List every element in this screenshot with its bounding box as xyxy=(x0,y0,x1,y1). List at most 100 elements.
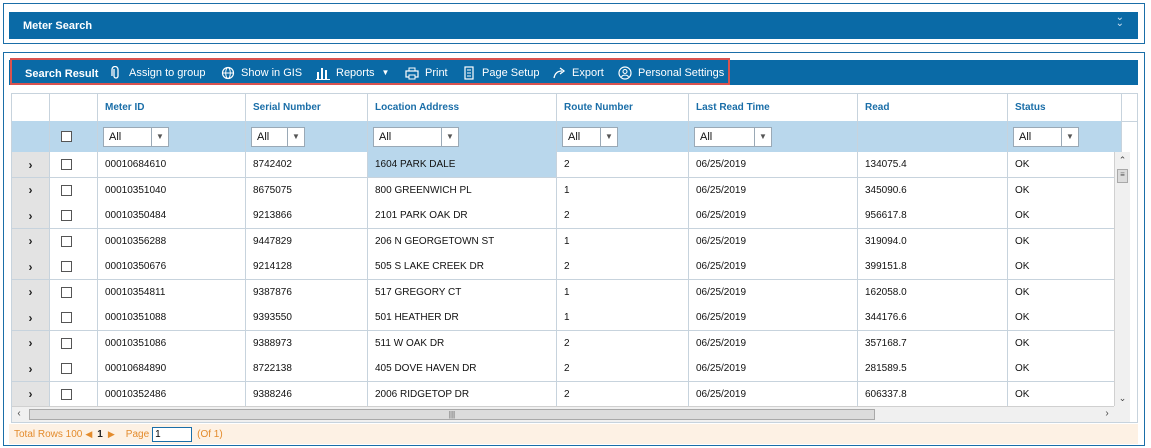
table-row[interactable]: › 00010350484 9213866 2101 PARK OAK DR 2 06/2… xyxy=(12,203,1116,229)
page-number-input[interactable] xyxy=(152,426,193,442)
assign-to-group-button[interactable]: Assign to group xyxy=(109,64,205,81)
row-checkbox[interactable] xyxy=(61,388,72,400)
page-label: Page xyxy=(125,428,150,440)
expand-row-icon[interactable]: › xyxy=(12,381,50,407)
expand-chevrons-icon[interactable]: ⌄ ⌄ xyxy=(1115,12,1124,29)
meter-id-cell[interactable]: 00010684610 xyxy=(98,152,246,177)
location-address-cell[interactable]: 2101 PARK OAK DR xyxy=(368,203,557,228)
table-row[interactable]: › 00010352486 9388246 2006 RIDGETOP DR 2 06/2… xyxy=(12,381,1116,408)
expand-row-icon[interactable]: › xyxy=(12,356,50,381)
location-address-cell[interactable]: 405 DOVE HAVEN DR xyxy=(368,356,557,381)
location-address-cell[interactable]: 2006 RIDGETOP DR xyxy=(368,381,557,407)
column-header-route-number[interactable]: Route Number xyxy=(557,94,689,121)
meter-id-cell[interactable]: 00010350676 xyxy=(98,254,246,279)
select-all-checkbox[interactable] xyxy=(61,131,72,142)
chevron-down-icon[interactable]: ▼ xyxy=(151,127,168,146)
location-address-cell[interactable]: 517 GREGORY CT xyxy=(368,279,557,305)
vertical-scroll-thumb[interactable]: ≡ xyxy=(1117,169,1128,183)
column-header-meter-id[interactable]: Meter ID xyxy=(98,94,246,121)
row-checkbox[interactable] xyxy=(61,286,72,298)
row-checkbox[interactable] xyxy=(61,337,72,349)
expand-row-icon[interactable]: › xyxy=(12,305,50,330)
scroll-down-icon[interactable]: ⌄ xyxy=(1118,393,1127,403)
chevron-down-icon[interactable]: ▼ xyxy=(754,127,771,146)
column-header-location-address[interactable]: Location Address xyxy=(368,94,557,121)
serial-number-filter[interactable]: All ▼ xyxy=(251,126,305,147)
meter-id-cell[interactable]: 00010356288 xyxy=(98,228,246,254)
table-row[interactable]: › 00010350676 9214128 505 S LAKE CREEK DR 2 0… xyxy=(12,254,1116,280)
expand-row-icon[interactable]: › xyxy=(12,203,50,228)
export-button[interactable]: Export xyxy=(552,64,604,81)
column-header-last-read-time[interactable]: Last Read Time xyxy=(689,94,858,121)
horizontal-scrollbar[interactable]: ‹ ||| › xyxy=(12,406,1114,422)
expand-row-icon[interactable]: › xyxy=(12,279,50,305)
chevron-down-icon[interactable]: ▼ xyxy=(287,127,304,146)
meter-id-cell[interactable]: 00010684890 xyxy=(98,356,246,381)
column-header-read[interactable]: Read xyxy=(858,94,1008,121)
page-setup-button[interactable]: Page Setup xyxy=(462,64,540,81)
meter-id-cell[interactable]: 00010354811 xyxy=(98,279,246,305)
serial-number-cell: 9393550 xyxy=(246,305,368,330)
meter-search-header[interactable]: Meter Search ⌄ ⌄ xyxy=(9,12,1138,39)
row-select-cell xyxy=(50,305,98,330)
reports-dropdown[interactable]: Reports ▼ xyxy=(316,64,389,81)
row-checkbox[interactable] xyxy=(61,261,72,272)
previous-page-icon[interactable]: ◀ xyxy=(85,428,93,439)
meter-id-cell[interactable]: 00010352486 xyxy=(98,381,246,407)
row-checkbox[interactable] xyxy=(61,184,72,196)
table-row[interactable]: › 00010684610 8742402 1604 PARK DALE 2 06/25/… xyxy=(12,152,1116,178)
next-page-icon[interactable]: ▶ xyxy=(107,428,115,439)
row-checkbox[interactable] xyxy=(61,210,72,221)
grid-header-row: Meter ID Serial Number Location Address … xyxy=(12,94,1137,122)
horizontal-scroll-thumb[interactable]: ||| xyxy=(29,409,875,420)
personal-settings-button[interactable]: Personal Settings xyxy=(618,64,724,81)
serial-number-cell: 9447829 xyxy=(246,228,368,254)
table-row[interactable]: › 00010351040 8675075 800 GREENWICH PL 1 06/2… xyxy=(12,177,1116,204)
row-checkbox[interactable] xyxy=(61,159,72,170)
print-button[interactable]: Print xyxy=(405,64,448,81)
expand-row-icon[interactable]: › xyxy=(12,330,50,356)
location-address-cell[interactable]: 505 S LAKE CREEK DR xyxy=(368,254,557,279)
meter-id-filter[interactable]: All ▼ xyxy=(103,126,169,147)
meter-id-cell[interactable]: 00010351086 xyxy=(98,330,246,356)
location-address-cell[interactable]: 511 W OAK DR xyxy=(368,330,557,356)
expand-row-icon[interactable]: › xyxy=(12,228,50,254)
chevron-down-icon[interactable]: ▼ xyxy=(1061,127,1078,146)
route-number-cell: 2 xyxy=(557,330,689,356)
meter-id-cell[interactable]: 00010350484 xyxy=(98,203,246,228)
chevron-down-icon[interactable]: ▼ xyxy=(600,127,617,146)
export-icon xyxy=(552,66,566,80)
location-address-cell[interactable]: 501 HEATHER DR xyxy=(368,305,557,330)
meter-id-cell[interactable]: 00010351088 xyxy=(98,305,246,330)
expand-row-icon[interactable]: › xyxy=(12,177,50,203)
scroll-right-icon[interactable]: › xyxy=(1105,408,1109,419)
table-row[interactable]: › 00010354811 9387876 517 GREGORY CT 1 06/25/… xyxy=(12,279,1116,306)
scroll-left-icon[interactable]: ‹ xyxy=(17,408,21,419)
export-label: Export xyxy=(572,66,604,79)
location-address-cell[interactable]: 1604 PARK DALE xyxy=(368,152,557,177)
expand-row-icon[interactable]: › xyxy=(12,254,50,279)
row-checkbox[interactable] xyxy=(61,363,72,374)
route-number-filter[interactable]: All ▼ xyxy=(562,126,618,147)
vertical-scrollbar[interactable]: ⌃ ≡ ⌄ xyxy=(1114,152,1130,406)
column-header-serial-number[interactable]: Serial Number xyxy=(246,94,368,121)
meter-id-cell[interactable]: 00010351040 xyxy=(98,177,246,203)
location-address-cell[interactable]: 206 N GEORGETOWN ST xyxy=(368,228,557,254)
scroll-up-icon[interactable]: ⌃ xyxy=(1118,155,1127,165)
show-in-gis-button[interactable]: Show in GIS xyxy=(221,64,302,81)
row-checkbox[interactable] xyxy=(61,312,72,323)
row-checkbox[interactable] xyxy=(61,235,72,247)
column-header-status[interactable]: Status xyxy=(1008,94,1122,121)
table-row[interactable]: › 00010684890 8722138 405 DOVE HAVEN DR 2 06/… xyxy=(12,356,1116,382)
read-cell: 399151.8 xyxy=(858,254,1008,279)
expand-row-icon[interactable]: › xyxy=(12,152,50,177)
table-row[interactable]: › 00010351088 9393550 501 HEATHER DR 1 06/25/… xyxy=(12,305,1116,331)
location-address-cell[interactable]: 800 GREENWICH PL xyxy=(368,177,557,203)
current-page-number[interactable]: 1 xyxy=(97,428,103,440)
table-row[interactable]: › 00010356288 9447829 206 N GEORGETOWN ST 1 0… xyxy=(12,228,1116,255)
status-filter[interactable]: All ▼ xyxy=(1013,126,1079,147)
table-row[interactable]: › 00010351086 9388973 511 W OAK DR 2 06/25/20… xyxy=(12,330,1116,357)
location-address-filter[interactable]: All ▼ xyxy=(373,126,459,147)
last-read-time-filter[interactable]: All ▼ xyxy=(694,126,772,147)
chevron-down-icon[interactable]: ▼ xyxy=(441,127,458,146)
